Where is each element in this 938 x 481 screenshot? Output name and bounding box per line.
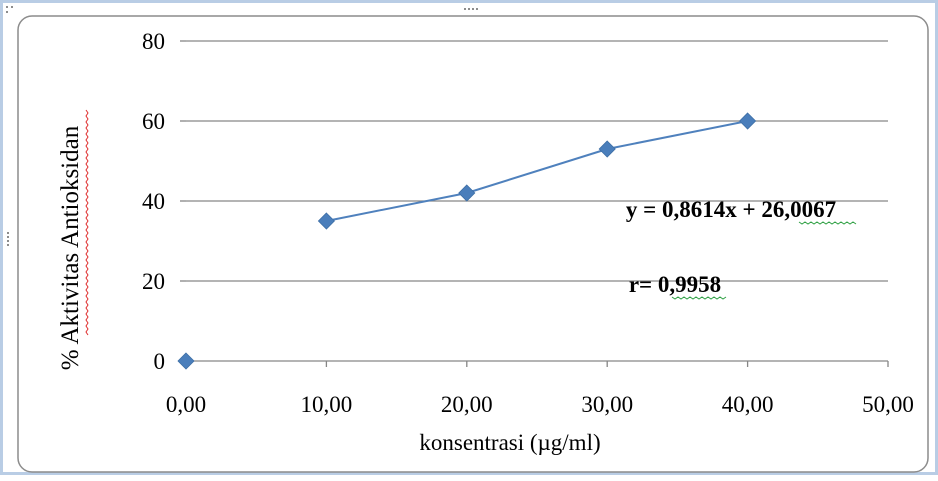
y-axis-title: % Aktivitas Antioksidan	[57, 125, 84, 370]
series-segment	[326, 192, 467, 222]
data-markers	[177, 112, 757, 370]
series-segment	[607, 120, 748, 150]
resize-handle-top[interactable]	[468, 8, 470, 10]
x-tick-label: 20,00	[441, 392, 493, 417]
x-tick-label: 50,00	[862, 392, 914, 417]
y-tick-label: 80	[142, 29, 165, 54]
resize-handle-corner[interactable]	[6, 6, 8, 8]
resize-handle-left[interactable]	[7, 240, 9, 242]
data-point-marker	[458, 184, 476, 202]
x-tick-labels: 0,00 10,00 20,00 30,00 40,00 50,00	[166, 392, 914, 417]
resize-handle-top[interactable]	[476, 8, 478, 10]
spellcheck-underline	[671, 296, 727, 300]
spellcheck-underline	[798, 221, 857, 225]
resize-handle-corner[interactable]	[6, 11, 8, 13]
y-tick-labels: 0 20 40 60 80	[142, 29, 165, 374]
series-segment	[466, 148, 608, 194]
data-point-marker	[177, 352, 195, 370]
resize-handle-top[interactable]	[464, 8, 466, 10]
resize-handle-top[interactable]	[472, 8, 474, 10]
x-tick-label: 30,00	[581, 392, 633, 417]
x-tick-label: 40,00	[722, 392, 774, 417]
resize-handle-corner[interactable]	[11, 6, 13, 8]
annotation-equation: y = 0,8614x + 26,0067	[626, 197, 836, 222]
resize-handle-left[interactable]	[7, 236, 9, 238]
spellcheck-underline	[85, 109, 89, 336]
data-point-marker	[739, 112, 757, 130]
x-tick-label: 0,00	[166, 392, 206, 417]
x-axis-title: konsentrasi (µg/ml)	[419, 430, 600, 455]
series-line	[326, 120, 748, 222]
y-tick-label: 0	[154, 349, 166, 374]
y-tick-label: 40	[142, 189, 165, 214]
gridlines	[180, 40, 888, 362]
x-tick-label: 10,00	[301, 392, 353, 417]
resize-handles[interactable]	[6, 6, 478, 246]
y-tick-label: 60	[142, 109, 165, 134]
data-point-marker	[598, 140, 616, 158]
y-tick-label: 20	[142, 269, 165, 294]
data-point-marker	[317, 212, 335, 230]
annotation-correlation: r= 0,9958	[629, 272, 721, 297]
resize-handle-left[interactable]	[7, 244, 9, 246]
resize-handle-left[interactable]	[7, 232, 9, 234]
